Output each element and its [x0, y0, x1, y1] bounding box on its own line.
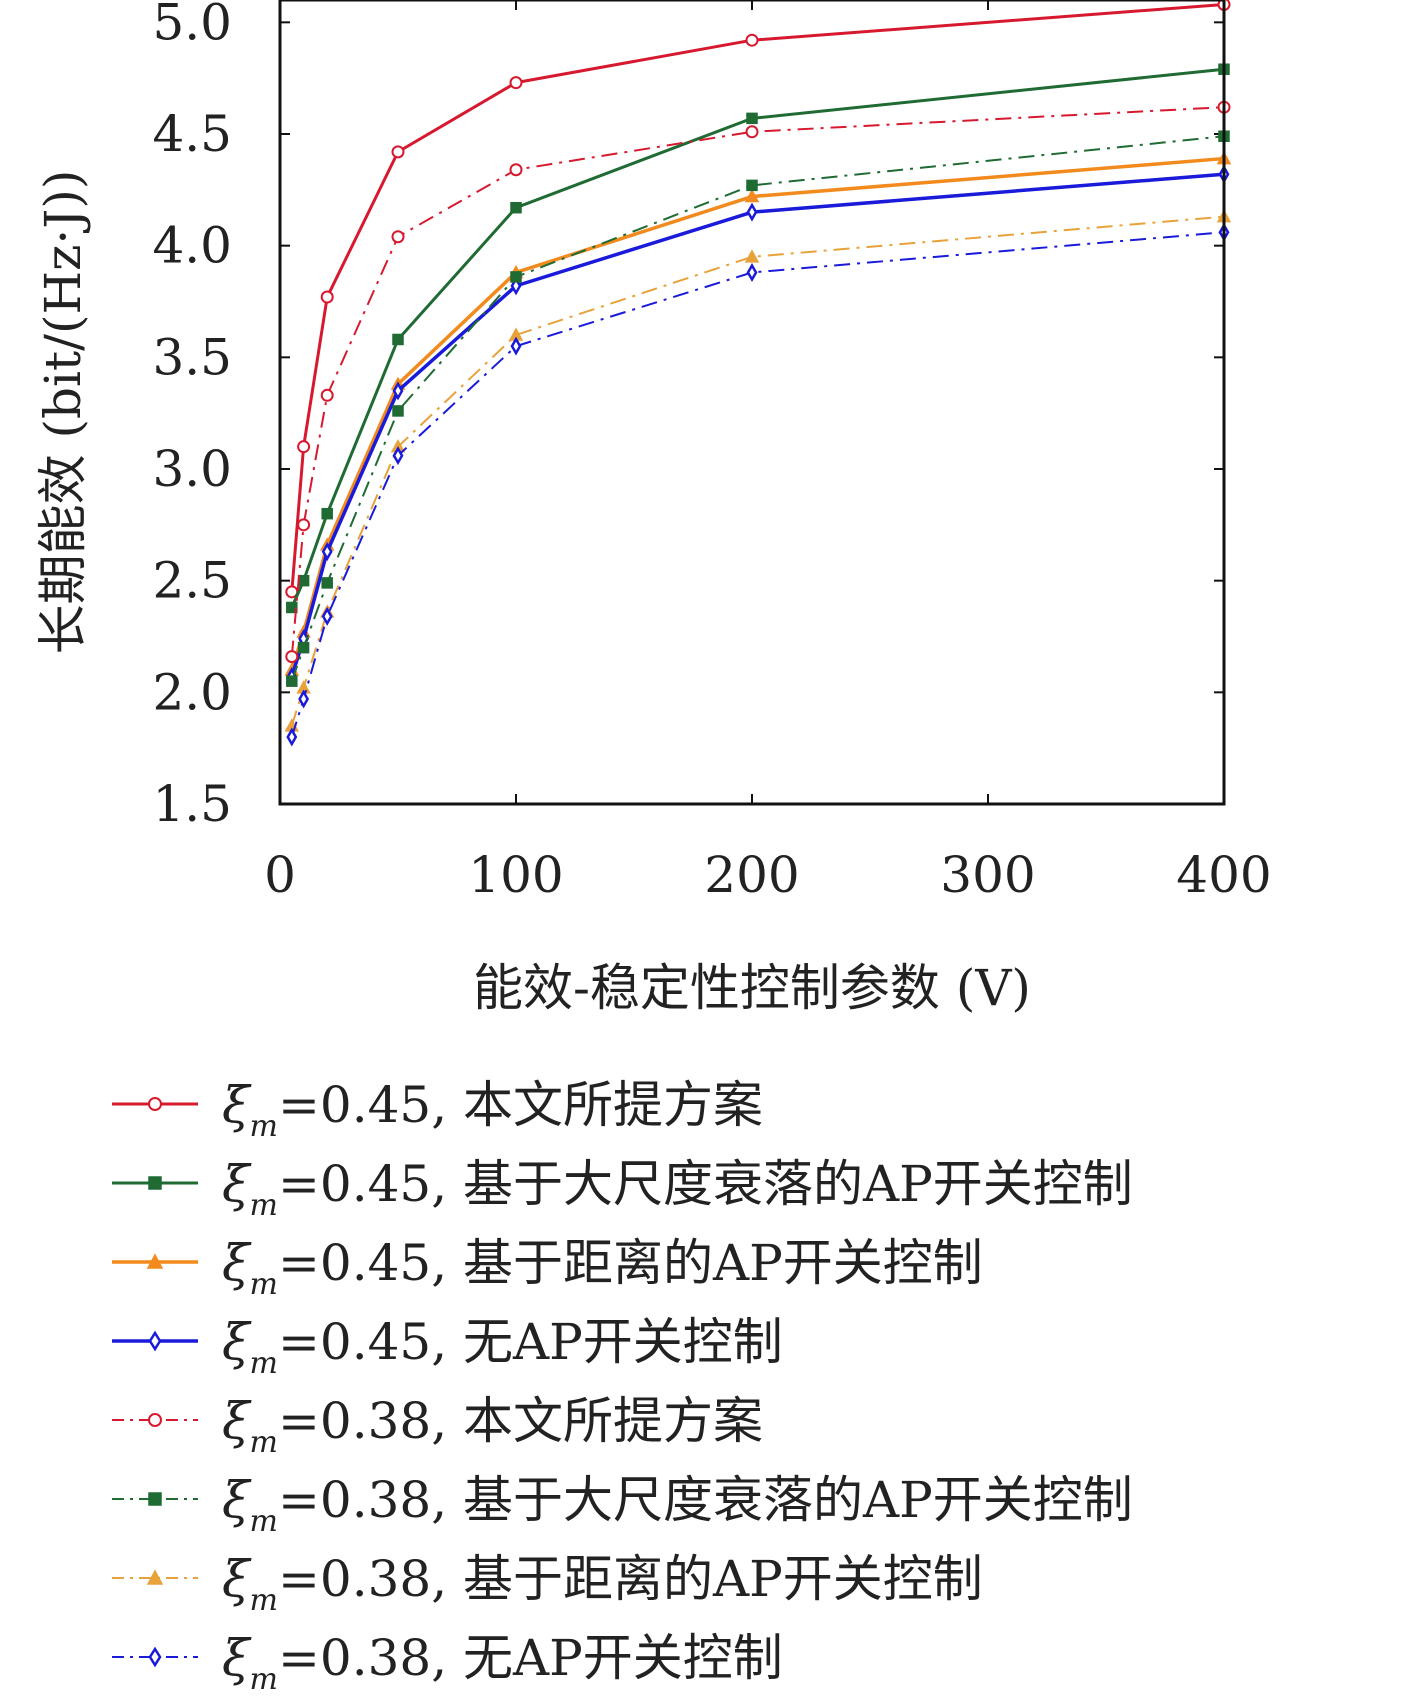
series-1 [285, 0, 1231, 599]
data-point [510, 336, 522, 356]
series-7 [284, 209, 1232, 732]
legend-label: ξm=0.38, 基于距离的AP开关控制 [222, 1550, 983, 1618]
data-point [745, 33, 759, 47]
legend-label: ξm=0.45, 基于距离的AP开关控制 [222, 1234, 983, 1302]
triangle-marker [146, 1569, 164, 1585]
data-point [745, 125, 759, 139]
circle-marker [148, 1097, 162, 1111]
legend-label: ξm=0.38, 无AP开关控制 [222, 1629, 783, 1697]
data-point [320, 290, 334, 304]
series-4 [286, 164, 1230, 687]
series-line [290, 215, 1225, 727]
y-axis-title: 长期能效 (bit/(Hz·J)) [34, 170, 92, 655]
legend-item: ξm=0.45, 本文所提方案 [112, 1076, 763, 1144]
data-point [285, 650, 299, 664]
series-line [290, 172, 1225, 678]
data-point [297, 440, 311, 454]
series-line [290, 2, 1225, 592]
data-point [744, 188, 760, 203]
data-point [286, 675, 298, 687]
x-tick-label: 200 [704, 846, 799, 904]
y-tick-label: 2.0 [152, 663, 232, 721]
x-tick-label: 100 [468, 846, 563, 904]
legend-item: ξm=0.38, 无AP开关控制 [112, 1629, 783, 1697]
series-line [290, 231, 1225, 738]
legend-label: ξm=0.45, 无AP开关控制 [222, 1313, 783, 1381]
series-line [290, 106, 1225, 657]
plot-frame [278, 0, 1226, 806]
data-point [321, 577, 333, 589]
data-point [510, 201, 522, 214]
data-point [392, 381, 404, 401]
data-point [392, 333, 404, 346]
data-point [391, 230, 405, 244]
square-marker [148, 1176, 162, 1190]
data-point [297, 518, 311, 532]
y-tick-label: 3.0 [152, 440, 232, 498]
legend: ξm=0.45, 本文所提方案 ξm=0.45, 基于大尺度衰落的AP开关控制 ξm… [112, 1076, 1133, 1697]
series-6 [286, 130, 1230, 687]
data-point [392, 446, 404, 466]
series-5 [285, 100, 1231, 664]
x-axis-title: 能效-稳定性控制参数 (V) [473, 959, 1031, 1017]
data-point [744, 249, 760, 263]
data-point [392, 405, 404, 417]
y-tick-label: 2.5 [152, 552, 232, 610]
legend-item: ξm=0.45, 基于距离的AP开关控制 [112, 1234, 983, 1302]
data-point [321, 606, 333, 626]
diamond-marker [148, 1330, 162, 1352]
legend-item: ξm=0.38, 基于大尺度衰落的AP开关控制 [112, 1471, 1133, 1539]
data-point [746, 262, 758, 282]
data-point [746, 112, 758, 125]
square-marker [148, 1492, 162, 1506]
y-tick-label: 5.0 [152, 0, 232, 51]
legend-label: ξm=0.45, 本文所提方案 [222, 1076, 763, 1144]
y-tick-label: 3.5 [152, 328, 232, 386]
data-point [297, 574, 310, 587]
legend-item: ξm=0.38, 基于距离的AP开关控制 [112, 1550, 983, 1618]
data-point [320, 388, 334, 402]
legend-label: ξm=0.38, 本文所提方案 [222, 1392, 763, 1460]
y-tick-label: 1.5 [152, 775, 232, 833]
data-point [297, 641, 310, 654]
circle-marker [148, 1413, 162, 1427]
data-point [286, 727, 298, 747]
data-point [321, 542, 333, 562]
legend-label: ξm=0.45, 基于大尺度衰落的AP开关控制 [222, 1155, 1133, 1223]
data-point [509, 163, 523, 177]
y-tick-label: 4.5 [152, 105, 232, 163]
x-tick-label: 300 [940, 846, 1035, 904]
tick-labels: 0 100 200 300 400 1.5 2.0 2.5 3.0 3.5 4.0 4.5 5.0 [152, 0, 1271, 904]
data-point [509, 76, 523, 90]
legend-item: ξm=0.45, 基于大尺度衰落的AP开关控制 [112, 1155, 1133, 1223]
legend-label: ξm=0.38, 基于大尺度衰落的AP开关控制 [222, 1471, 1133, 1539]
series-2 [286, 63, 1230, 614]
data-point [510, 271, 522, 283]
plot-series [284, 0, 1232, 747]
data-point [321, 507, 333, 520]
triangle-marker [146, 1253, 164, 1269]
diamond-marker [148, 1646, 162, 1668]
data-point [746, 202, 758, 222]
legend-item: ξm=0.45, 无AP开关控制 [112, 1313, 783, 1381]
data-point [286, 601, 298, 614]
data-point [746, 179, 758, 192]
data-point [391, 145, 405, 159]
x-tick-label: 0 [264, 846, 296, 904]
series-3 [284, 151, 1232, 676]
legend-item: ξm=0.38, 本文所提方案 [112, 1392, 763, 1460]
y-tick-label: 4.0 [152, 217, 232, 275]
x-tick-label: 400 [1176, 846, 1271, 904]
data-point [298, 689, 310, 709]
